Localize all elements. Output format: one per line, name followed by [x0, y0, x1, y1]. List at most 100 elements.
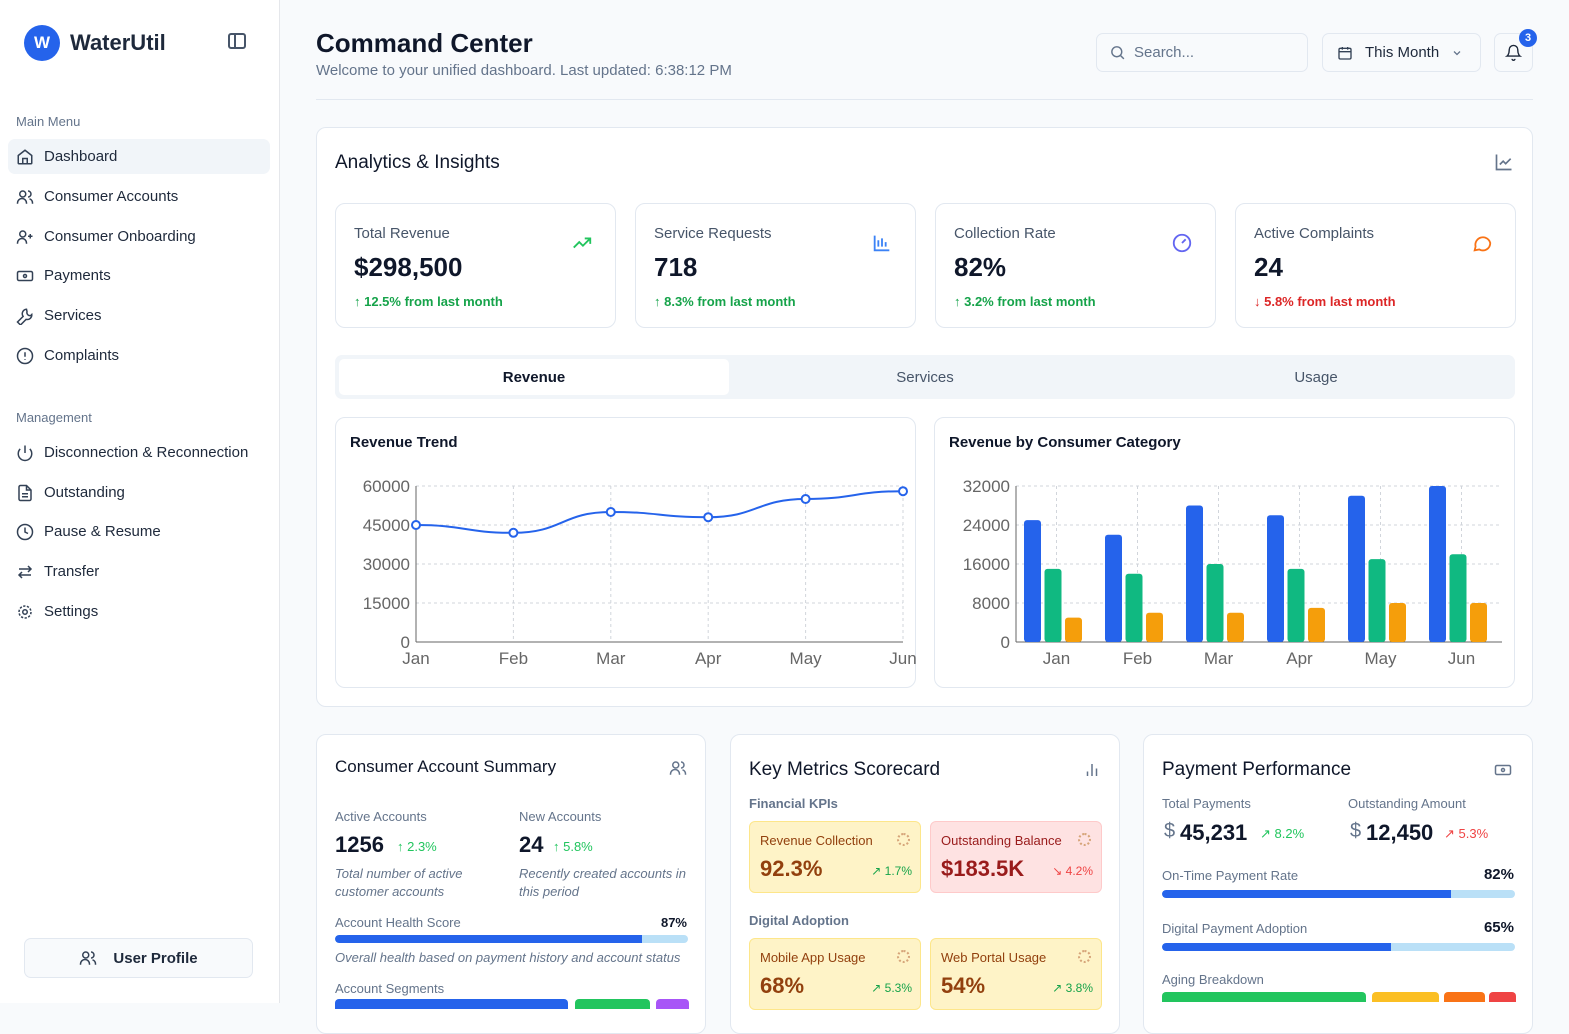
- sidebar-item-complaints[interactable]: Complaints: [8, 338, 270, 373]
- revenue-trend-card: Revenue Trend 0 15000 30000 45000 60000 Jan Fe…: [335, 417, 917, 688]
- banknote-icon: [1494, 764, 1512, 776]
- sidebar-item-label: Disconnection & Reconnection: [44, 444, 249, 461]
- bar: [1044, 568, 1062, 642]
- segment-bar: [575, 999, 650, 1009]
- calendar-icon: [1338, 46, 1352, 60]
- sidebar-item-consumer-onboarding[interactable]: Consumer Onboarding: [8, 219, 270, 254]
- revenue-line: [415, 490, 904, 534]
- kpi-label: Collection Rate: [954, 225, 1056, 242]
- currency-icon: $: [1164, 820, 1176, 842]
- sidebar-toggle-icon[interactable]: [228, 33, 246, 49]
- sidebar-item-label: Complaints: [44, 347, 120, 364]
- search-input[interactable]: Search...: [1096, 33, 1308, 72]
- sidebar-item-pause-resume[interactable]: Pause & Resume: [8, 514, 270, 549]
- logo[interactable]: W WaterUtil: [24, 25, 166, 61]
- outstanding-value: 12,450: [1366, 820, 1434, 845]
- alert-circle-icon: [16, 347, 34, 364]
- y-tick-label: 32000: [963, 477, 1010, 496]
- data-point: [800, 494, 811, 504]
- sidebar-item-dashboard[interactable]: Dashboard: [8, 139, 270, 174]
- loader-icon: [897, 833, 910, 846]
- kpi-label: Total Revenue: [354, 225, 450, 242]
- management-label: Management: [16, 410, 92, 425]
- aging-bar: [1372, 992, 1439, 1002]
- tab-services[interactable]: Services: [896, 368, 954, 386]
- sidebar-item-services[interactable]: Services: [8, 298, 270, 333]
- kpi-card-total-revenue: Total Revenue $298,500 ↑ 12.5% from last…: [335, 203, 616, 328]
- tile-change: ↗ 5.3%: [871, 981, 912, 995]
- tile-outstanding-balance[interactable]: Outstanding Balance $183.5K ↘ 4.2%: [930, 821, 1102, 893]
- sidebar-item-settings[interactable]: Settings: [8, 594, 270, 629]
- scorecard-title: Key Metrics Scorecard: [749, 759, 941, 780]
- tile-change: ↗ 3.8%: [1052, 981, 1093, 995]
- kpi-change: ↑ 12.5% from last month: [354, 294, 503, 309]
- users-icon: [16, 189, 34, 204]
- ontime-label: On-Time Payment Rate: [1162, 868, 1299, 883]
- y-tick-label: 0: [401, 633, 410, 652]
- new-accounts-label: New Accounts: [519, 809, 602, 824]
- sidebar-item-label: Services: [44, 307, 102, 324]
- sidebar-item-disconnection[interactable]: Disconnection & Reconnection: [8, 435, 270, 470]
- bar: [1429, 486, 1446, 642]
- sidebar-item-payments[interactable]: Payments: [8, 258, 270, 293]
- sidebar-item-label: Outstanding: [44, 484, 125, 501]
- sidebar-item-consumer-accounts[interactable]: Consumer Accounts: [8, 179, 270, 214]
- aging-bar: [1444, 992, 1485, 1002]
- tile-web-portal-usage[interactable]: Web Portal Usage 54% ↗ 3.8%: [930, 938, 1102, 1010]
- digital-label: Digital Adoption: [749, 913, 849, 928]
- kpi-value: 82%: [954, 252, 1007, 282]
- loader-icon: [1078, 833, 1091, 846]
- sidebar-item-outstanding[interactable]: Outstanding: [8, 475, 270, 510]
- tab-usage[interactable]: Usage: [1294, 368, 1338, 386]
- bar: [1146, 612, 1163, 642]
- chevron-down-icon: [1453, 50, 1461, 55]
- analytics-tabs: Revenue Services Usage: [335, 355, 1515, 399]
- tile-change: ↗ 1.7%: [871, 864, 912, 878]
- health-progress-fill: [335, 935, 643, 943]
- tile-label: Outstanding Balance: [941, 833, 1062, 848]
- bar-chart-icon: [873, 235, 890, 252]
- analytics-title: Analytics & Insights: [335, 152, 500, 173]
- y-tick-label: 15000: [363, 594, 410, 613]
- line-chart-icon[interactable]: [1494, 152, 1514, 172]
- bar: [1227, 612, 1244, 642]
- page-title: Command Center: [316, 28, 533, 58]
- aging-bar: [1162, 992, 1366, 1002]
- segment-bar: [656, 999, 689, 1009]
- data-point: [898, 486, 908, 497]
- period-select[interactable]: This Month: [1322, 33, 1481, 72]
- sidebar-item-label: Pause & Resume: [44, 523, 161, 540]
- x-tick-label: Feb: [1123, 649, 1152, 668]
- x-tick-label: Mar: [596, 649, 626, 668]
- bar: [1308, 607, 1325, 642]
- new-accounts-value: 24: [519, 832, 544, 857]
- gear-icon: [18, 604, 32, 619]
- kpi-label: Active Complaints: [1254, 225, 1375, 242]
- revenue-category-card: Revenue by Consumer Category 0 8000 16000 2…: [934, 417, 1515, 688]
- sidebar-item-transfer[interactable]: Transfer: [8, 554, 270, 589]
- data-point: [411, 520, 421, 530]
- gauge-icon: [1172, 233, 1192, 253]
- aging-bar: [1489, 992, 1516, 1002]
- data-point: [605, 507, 616, 517]
- x-tick-label: Jun: [889, 649, 916, 668]
- tab-revenue[interactable]: Revenue: [339, 359, 729, 395]
- tile-mobile-app-usage[interactable]: Mobile App Usage 68% ↗ 5.3%: [749, 938, 921, 1010]
- payments-title: Payment Performance: [1162, 759, 1352, 780]
- tile-revenue-collection[interactable]: Revenue Collection 92.3% ↗ 1.7%: [749, 821, 921, 893]
- user-profile-button[interactable]: User Profile: [24, 938, 253, 978]
- kpi-change: ↑ 3.2% from last month: [954, 294, 1096, 309]
- power-icon: [17, 445, 33, 461]
- arrows-icon: [17, 564, 33, 579]
- revenue-trend-chart: 0 15000 30000 45000 60000 Jan Feb Mar Apr May Jun: [363, 477, 917, 668]
- y-tick-label: 60000: [363, 477, 410, 496]
- payment-performance-card: Payment Performance Total Payments $ 45,…: [1143, 734, 1533, 1034]
- bar: [1065, 617, 1082, 642]
- financial-label: Financial KPIs: [749, 796, 838, 811]
- total-payments-label: Total Payments: [1162, 796, 1251, 811]
- aging-label: Aging Breakdown: [1162, 972, 1264, 987]
- revenue-category-chart: 0 8000 16000 24000 32000 Jan Feb Mar Apr May Jun: [963, 477, 1502, 668]
- segments-label: Account Segments: [335, 981, 445, 996]
- tile-label: Revenue Collection: [760, 833, 873, 848]
- digital-payment-progress: [1162, 943, 1515, 951]
